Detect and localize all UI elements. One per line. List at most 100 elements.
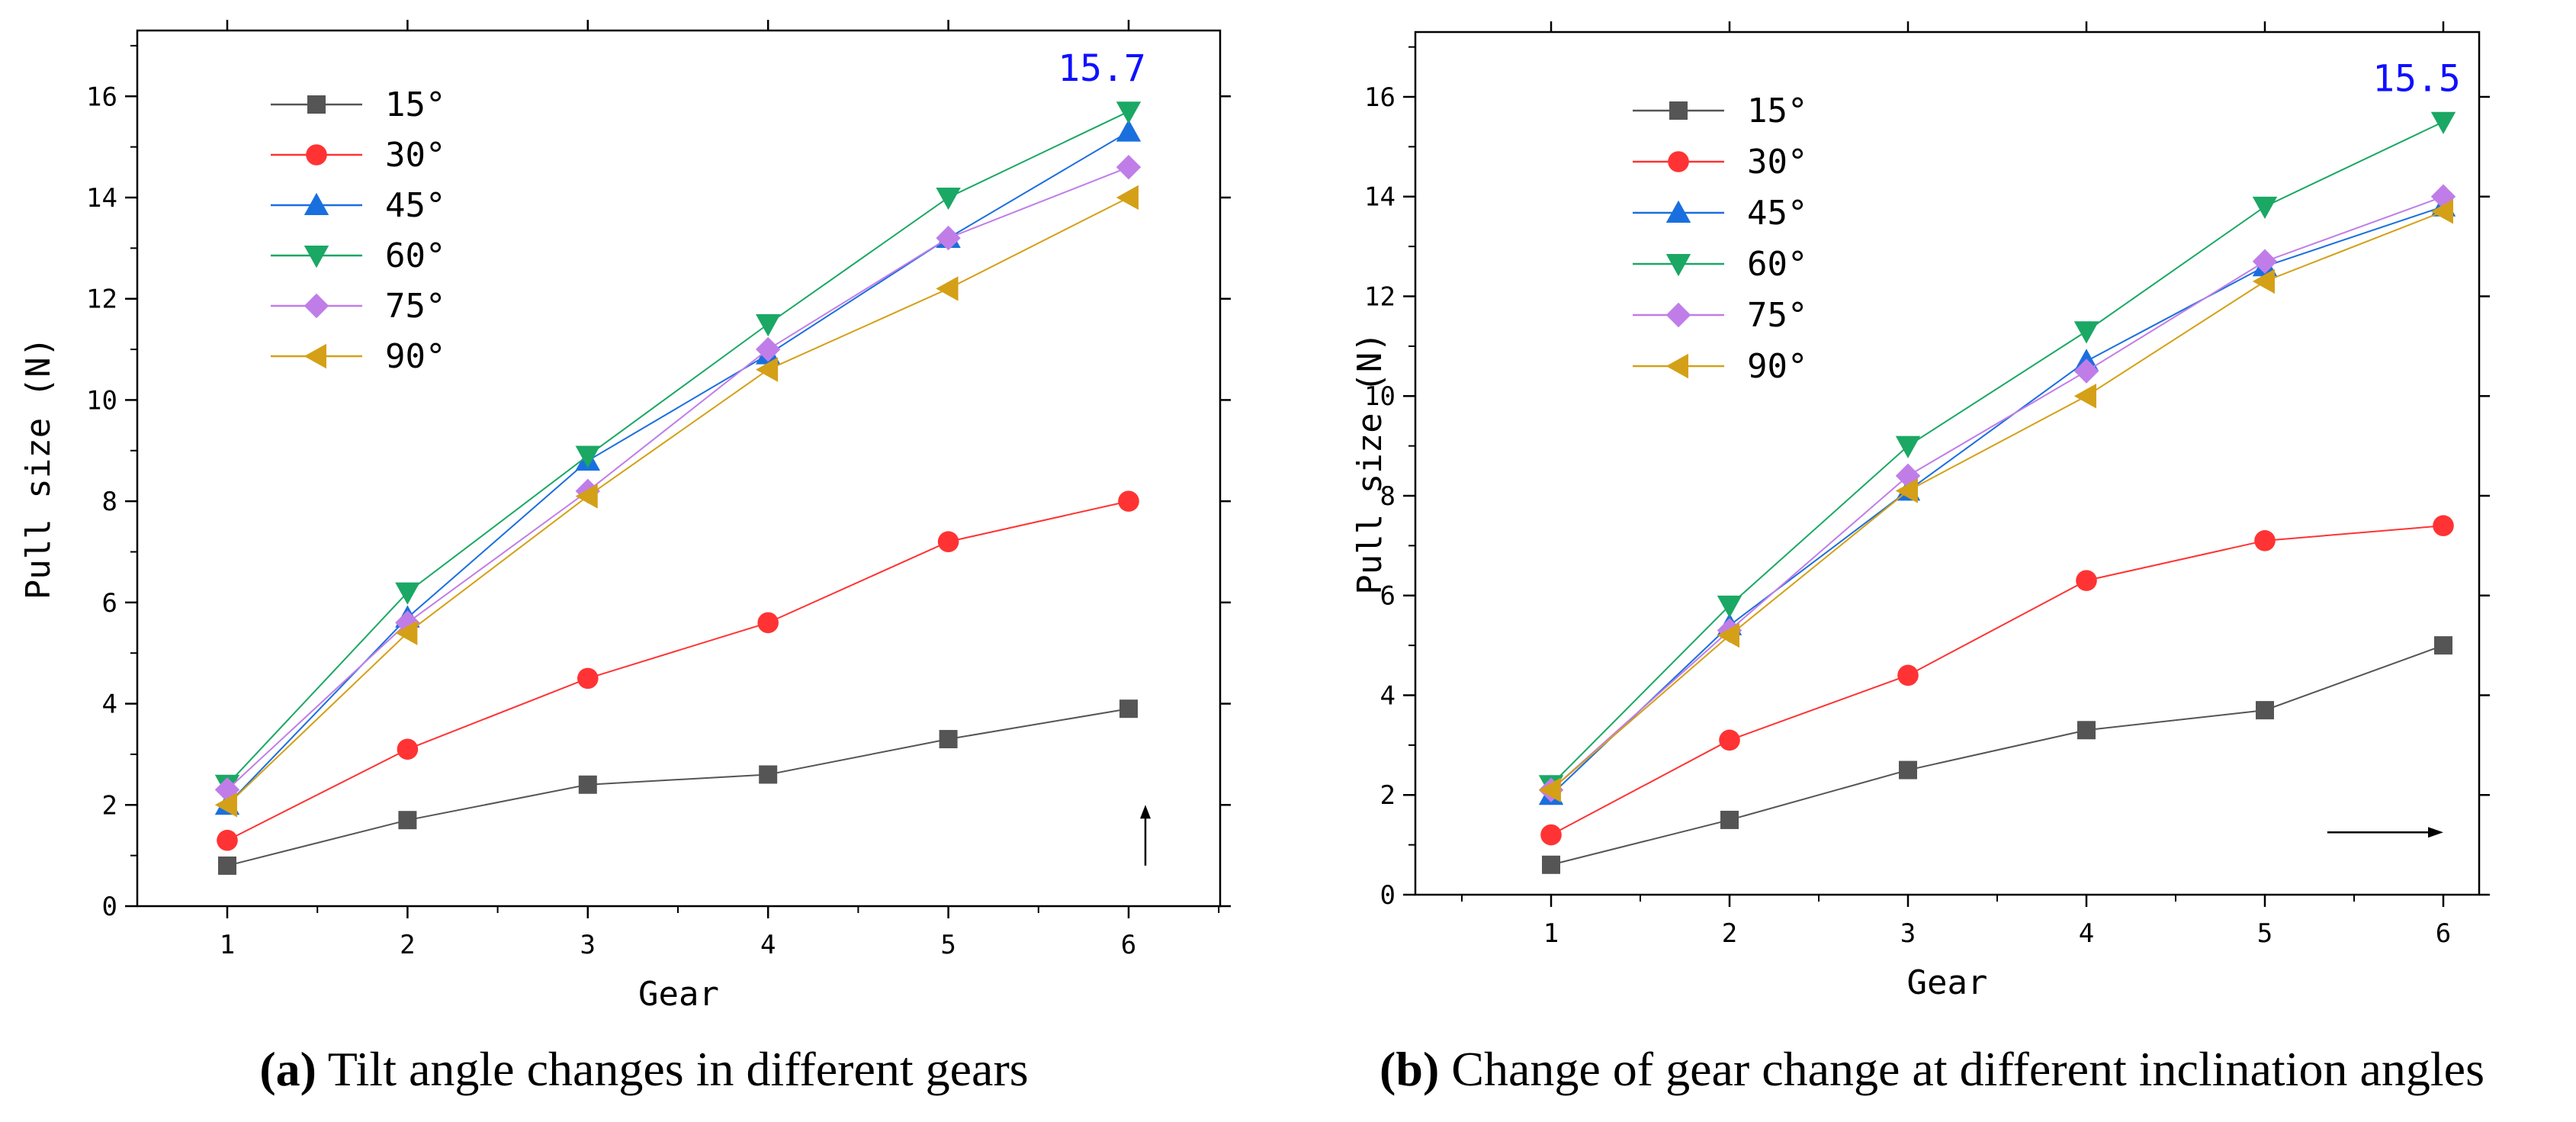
b-series-line-2 [1550, 205, 2444, 796]
a-point-3-4 [936, 188, 961, 211]
a-series-5 [214, 185, 1139, 818]
b-series-line-1 [1550, 525, 2444, 836]
b-point-1-2 [1897, 664, 1919, 686]
b-point-5-4 [2252, 268, 2275, 294]
a-point-5-1 [395, 620, 418, 645]
a-point-4-3 [756, 336, 781, 362]
a-x-tick-label: 3 [580, 930, 596, 960]
b-point-5-2 [1895, 478, 1918, 503]
b-point-0-1 [1720, 810, 1739, 829]
b-y-tick-label: 2 [1380, 780, 1396, 811]
a-y-tick-label: 16 [86, 82, 117, 112]
a-series-line-0 [226, 708, 1129, 866]
a-series-line-3 [226, 111, 1129, 786]
a-point-5-4 [936, 276, 959, 301]
b-y-tick-label: 16 [1364, 82, 1396, 113]
a-point-5-0 [214, 792, 237, 818]
b-point-3-2 [1895, 436, 1921, 458]
b-series-1 [1540, 515, 2454, 846]
b-point-0-5 [2434, 636, 2452, 655]
a-point-1-3 [757, 612, 779, 634]
b-point-4-3 [2073, 358, 2099, 384]
chart-panel-b: 0 2 4 6 8 10 12 14 16 1 2 3 4 5 6 Gear Pull size (N) 15° 3… [1288, 0, 2576, 1122]
caption-b-label: (b) [1380, 1042, 1440, 1096]
a-point-4-4 [936, 225, 961, 251]
a-point-1-0 [217, 829, 238, 851]
b-series-4 [1538, 184, 2456, 802]
a-series-line-1 [226, 500, 1129, 841]
caption-b-text: Change of gear change at different incli… [1451, 1042, 2484, 1096]
b-series-line-3 [1550, 121, 2444, 786]
b-legend-marker-3 [1665, 254, 1691, 277]
a-series-0 [218, 699, 1138, 875]
a-series-4 [214, 154, 1142, 802]
a-legend-marker-5 [304, 343, 326, 369]
a-x-axis-title: Gear [638, 975, 719, 1014]
a-point-0-5 [1119, 699, 1138, 719]
b-point-5-3 [2073, 384, 2096, 409]
a-point-0-3 [759, 765, 778, 784]
a-x-tick-label: 5 [940, 930, 956, 960]
caption-a-text: Tilt angle changes in different gears [327, 1042, 1029, 1096]
b-point-5-0 [1538, 777, 1561, 802]
a-legend-marker-4 [304, 293, 329, 319]
b-series-2 [1538, 194, 2456, 805]
a-point-1-2 [577, 667, 599, 690]
a-legend-label-0: 15° [385, 85, 445, 124]
a-series-2 [214, 119, 1142, 815]
b-series-line-0 [1550, 645, 2444, 866]
b-point-0-2 [1899, 760, 1917, 780]
b-legend-marker-5 [1665, 353, 1688, 379]
a-arrow-head-icon [1140, 805, 1151, 819]
b-point-1-0 [1540, 824, 1562, 846]
b-legend-label-1: 30° [1747, 143, 1807, 182]
b-x-tick-label: 6 [2436, 918, 2451, 949]
b-y-axis-title: Pull size (N) [1351, 332, 1389, 594]
a-point-3-3 [756, 313, 781, 337]
a-y-tick-label: 14 [86, 183, 117, 214]
a-y-tick-label: 0 [102, 892, 117, 922]
a-plot-frame [136, 29, 1222, 908]
b-point-3-5 [2430, 111, 2456, 134]
b-series-5 [1538, 199, 2453, 802]
a-point-4-5 [1116, 154, 1142, 180]
b-point-1-5 [2433, 515, 2454, 537]
a-y-tick-label: 4 [102, 690, 117, 720]
b-point-1-3 [2076, 570, 2097, 591]
a-legend-label-3: 60° [385, 236, 445, 275]
a-series-1 [217, 490, 1139, 851]
b-point-0-3 [2077, 721, 2096, 740]
a-x-tick-label: 4 [760, 930, 776, 960]
a-legend-label-4: 75° [385, 287, 445, 326]
b-y-tick-label: 6 [1380, 581, 1396, 612]
a-point-5-3 [756, 357, 779, 382]
b-point-0-0 [1542, 855, 1560, 874]
b-point-3-3 [2073, 321, 2099, 344]
chart-panel-a: 0 2 4 6 8 10 12 14 16 1 2 3 4 5 6 Gear Pull size (N) 15° 3… [0, 20, 1288, 1098]
b-x-axis-title: Gear [1907, 963, 1988, 1002]
a-point-5-2 [575, 484, 598, 509]
caption-b: (b) Change of gear change at different i… [1288, 1041, 2576, 1098]
b-x-tick-label: 2 [1722, 918, 1737, 949]
b-point-0-4 [2256, 701, 2274, 720]
a-point-1-5 [1118, 490, 1139, 512]
b-legend-marker-4 [1665, 302, 1691, 328]
b-arrow-head-icon [2428, 827, 2443, 838]
b-y-tick-label: 14 [1364, 182, 1396, 213]
a-y-tick-label: 12 [86, 285, 117, 315]
a-series-line-4 [226, 166, 1129, 791]
a-point-2-5 [1116, 119, 1142, 142]
caption-a: (a) Tilt angle changes in different gear… [0, 1041, 1288, 1098]
b-point-3-4 [2252, 196, 2278, 220]
a-y-tick-label: 8 [102, 487, 117, 517]
a-legend-marker-0 [307, 95, 326, 114]
a-y-tick-label: 2 [102, 790, 117, 821]
a-legend-marker-3 [304, 246, 329, 268]
b-x-tick-label: 3 [1900, 918, 1916, 949]
a-point-0-1 [398, 811, 417, 830]
b-point-5-1 [1717, 622, 1739, 648]
b-y-tick-label: 4 [1380, 680, 1396, 711]
b-series-0 [1542, 636, 2452, 874]
a-legend-label-2: 45° [385, 186, 445, 225]
